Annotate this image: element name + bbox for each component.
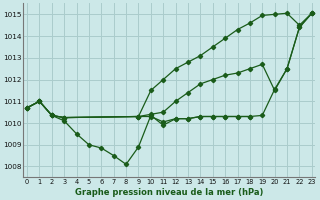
X-axis label: Graphe pression niveau de la mer (hPa): Graphe pression niveau de la mer (hPa) [75, 188, 264, 197]
